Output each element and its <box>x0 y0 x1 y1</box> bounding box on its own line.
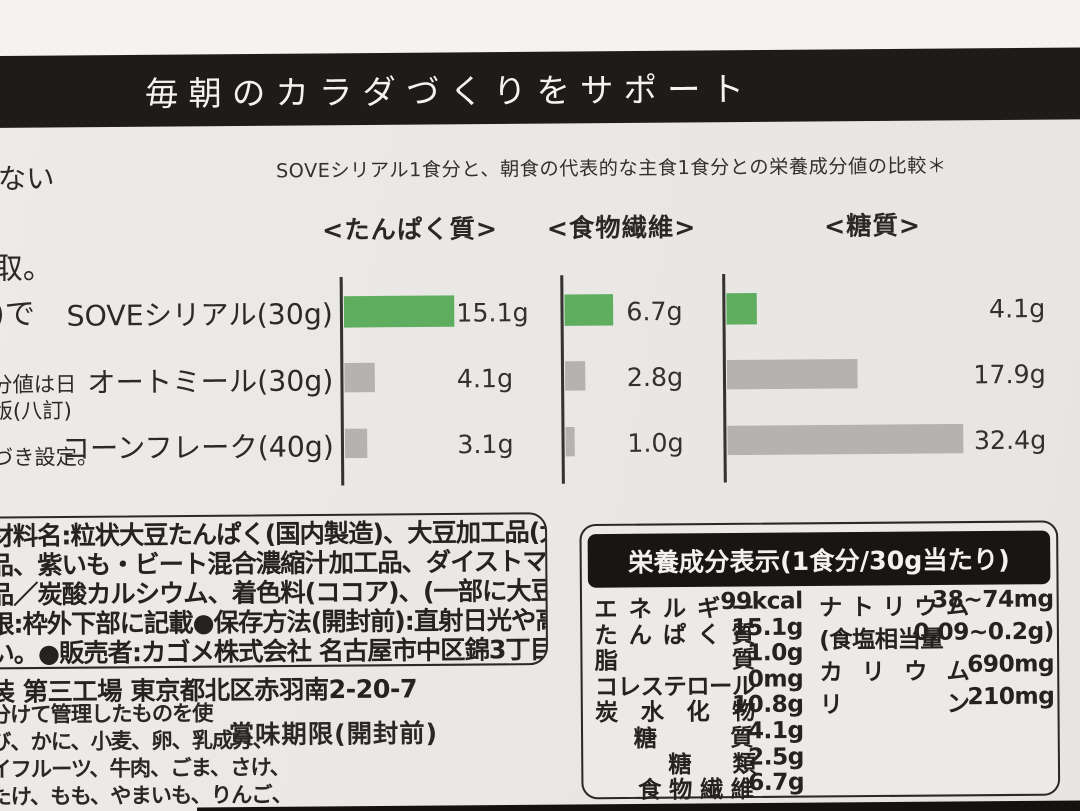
nutrition-row-potassium: カリウム 690mg <box>819 650 1055 687</box>
value-label-fiber-sove: 6.7g <box>626 296 683 327</box>
left-text-fragment: 版(八訂) <box>0 398 72 424</box>
nutrition-value: 210mg <box>967 683 1055 711</box>
top-banner: 毎朝のカラダづくりをサポート <box>0 47 1080 129</box>
nutrition-label: リン <box>819 691 970 719</box>
nutrition-value: 15.1g <box>731 614 803 641</box>
nutrition-column-left: エネルギー 99kcal たんぱく質 15.1g 脂質 1.0g コレステロール… <box>594 588 805 804</box>
nutrition-title: 栄養成分表示(1食分/30g当たり) <box>628 544 1010 577</box>
nutrition-value: 690mg <box>967 650 1055 678</box>
allergen-line: の設備で製造しています <box>0 806 213 811</box>
left-text-fragment: ない <box>0 161 55 196</box>
category-label-sove: SOVEシリアル(30g) <box>66 297 333 333</box>
value-label-sugar-cornflakes: 32.4g <box>973 425 1047 456</box>
chart-subtitle: SOVEシリアル1食分と、朝食の代表的な主食1食分との栄養成分値の比較＊ <box>275 154 947 183</box>
nutrition-title-bar: 栄養成分表示(1食分/30g当たり) <box>587 530 1051 588</box>
ingredients-line: 品／炭酸カルシウム、着色料(ココア)、(一部に大豆を含む) <box>0 575 549 610</box>
photo-backdrop-strip <box>0 0 1080 57</box>
nutrition-value: 6.7g <box>748 769 805 797</box>
chart-group-header-protein: <たんぱく質> <box>321 214 499 245</box>
nutrition-column-right: ナトリウム 38~74mg (食塩相当量 0.09~0.2g) カリウム 690… <box>819 586 1055 719</box>
bar-protein-sove <box>343 295 455 328</box>
nutrition-row-sodium: ナトリウム 38~74mg <box>819 586 1054 621</box>
banner-title: 毎朝のカラダづくりをサポート <box>144 68 755 114</box>
nutrition-row-protein: たんぱく質 15.1g <box>594 614 803 649</box>
chart-group-header-sugar: <糖質> <box>823 210 922 241</box>
value-label-fiber-cornflakes: 1.0g <box>627 428 684 458</box>
nutrition-value: 0.09~0.2g) <box>913 618 1054 646</box>
left-text-fragment: づき設定。 <box>0 444 99 471</box>
bar-protein-cornflakes <box>344 428 368 459</box>
nutrition-value: 99kcal <box>720 588 803 616</box>
value-label-protein-cornflakes: 3.1g <box>457 429 514 460</box>
nutrition-panel: 栄養成分表示(1食分/30g当たり) エネルギー 99kcal たんぱく質 15… <box>579 520 1061 804</box>
nutrition-value: 38~74mg <box>931 586 1054 614</box>
nutrition-row-salt: (食塩相当量 0.09~0.2g) <box>819 618 1054 654</box>
bar-protein-oatmeal <box>344 362 375 393</box>
bar-fiber-sove <box>564 294 614 326</box>
nutrition-value: 4.1g <box>747 717 804 745</box>
nutrition-row-sugar: 糖質 4.1g <box>595 717 804 753</box>
nutrition-row-fat: 脂質 1.0g <box>594 639 804 675</box>
nutrition-row-fiber: 食物繊維 6.7g <box>595 769 805 804</box>
nutrition-row-cholesterol: コレステロール 0mg <box>595 665 804 701</box>
best-before-label: 賞味期限(開封前) <box>228 718 439 750</box>
left-text-fragment: )で <box>0 296 36 333</box>
ingredients-line: い。●販売者:カゴメ株式会社 名古屋市中区錦3丁目14-15 <box>0 634 549 669</box>
nutrition-row-sugars: 糖類 2.5g <box>595 743 804 778</box>
ingredients-box: 材料名:粒状大豆たんぱく(国内製造)、大豆加工品(大豆パ 品、紫いも・ビート混合… <box>0 512 549 670</box>
value-label-protein-sove: 15.1g <box>456 297 529 328</box>
value-label-sugar-sove: 4.1g <box>988 293 1046 324</box>
left-text-fragment: 取。 <box>0 250 54 287</box>
nutrition-row-carbohydrate: 炭水化物 10.8g <box>595 691 804 727</box>
nutrition-value: 0mg <box>747 665 804 693</box>
nutrition-row-energy: エネルギー 99kcal <box>594 588 803 623</box>
nutrition-value: 2.5g <box>747 743 804 771</box>
ingredients-line: 品、紫いも・ビート混合濃縮汁加工品、ダイストマト加工品、 <box>0 545 549 581</box>
nutrition-label: 食物繊維 <box>638 776 754 805</box>
value-label-fiber-oatmeal: 2.8g <box>626 362 684 393</box>
chart-group-header-fiber: <食物繊維> <box>546 212 697 244</box>
nutrition-label: カリウム <box>819 658 970 687</box>
bar-sugar-cornflakes <box>727 423 964 456</box>
value-label-protein-oatmeal: 4.1g <box>456 363 514 394</box>
ingredients-line: 限:枠外下部に記載●保存方法(開封前):直射日光や高温多 <box>0 604 549 640</box>
nutrition-value: 1.0g <box>747 639 804 667</box>
nutrition-row-phosphorus: リン 210mg <box>819 683 1055 719</box>
ingredients-line: 材料名:粒状大豆たんぱく(国内製造)、大豆加工品(大豆パ <box>0 516 549 552</box>
category-label-oatmeal: オートミール(30g) <box>87 364 334 400</box>
bar-sugar-oatmeal <box>726 358 858 390</box>
nutrition-value: 10.8g <box>731 691 804 719</box>
value-label-sugar-oatmeal: 17.9g <box>973 359 1046 390</box>
